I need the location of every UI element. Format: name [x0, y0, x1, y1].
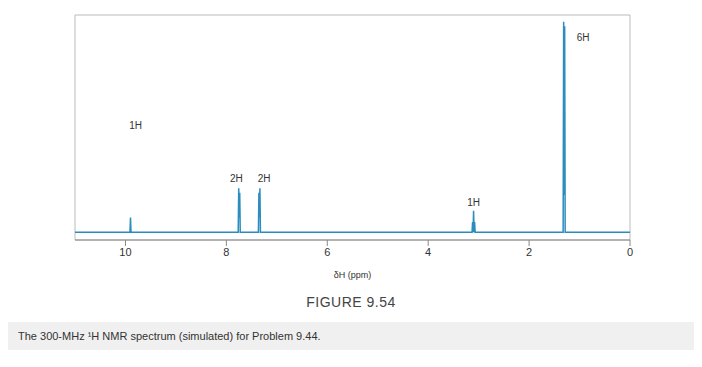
svg-text:10: 10 [119, 246, 131, 258]
svg-text:2: 2 [526, 246, 532, 258]
svg-text:2H: 2H [258, 173, 271, 184]
html-text:FIGURE 9.54: FIGURE 9.54 [306, 294, 396, 310]
svg-text:1H: 1H [467, 197, 480, 208]
svg-text:0: 0 [627, 246, 633, 258]
svg-text:6: 6 [324, 246, 330, 258]
svg-text:6H: 6H [577, 32, 590, 43]
svg-text:1H: 1H [129, 120, 142, 131]
svg-text:2H: 2H [230, 173, 243, 184]
svg-text:4: 4 [425, 246, 431, 258]
html-text:The 300-MHz ¹H NMR spectrum (s: The 300-MHz ¹H NMR spectrum (simulated) … [18, 330, 321, 342]
svg-text:δH (ppm): δH (ppm) [334, 270, 372, 280]
svg-text:8: 8 [223, 246, 229, 258]
